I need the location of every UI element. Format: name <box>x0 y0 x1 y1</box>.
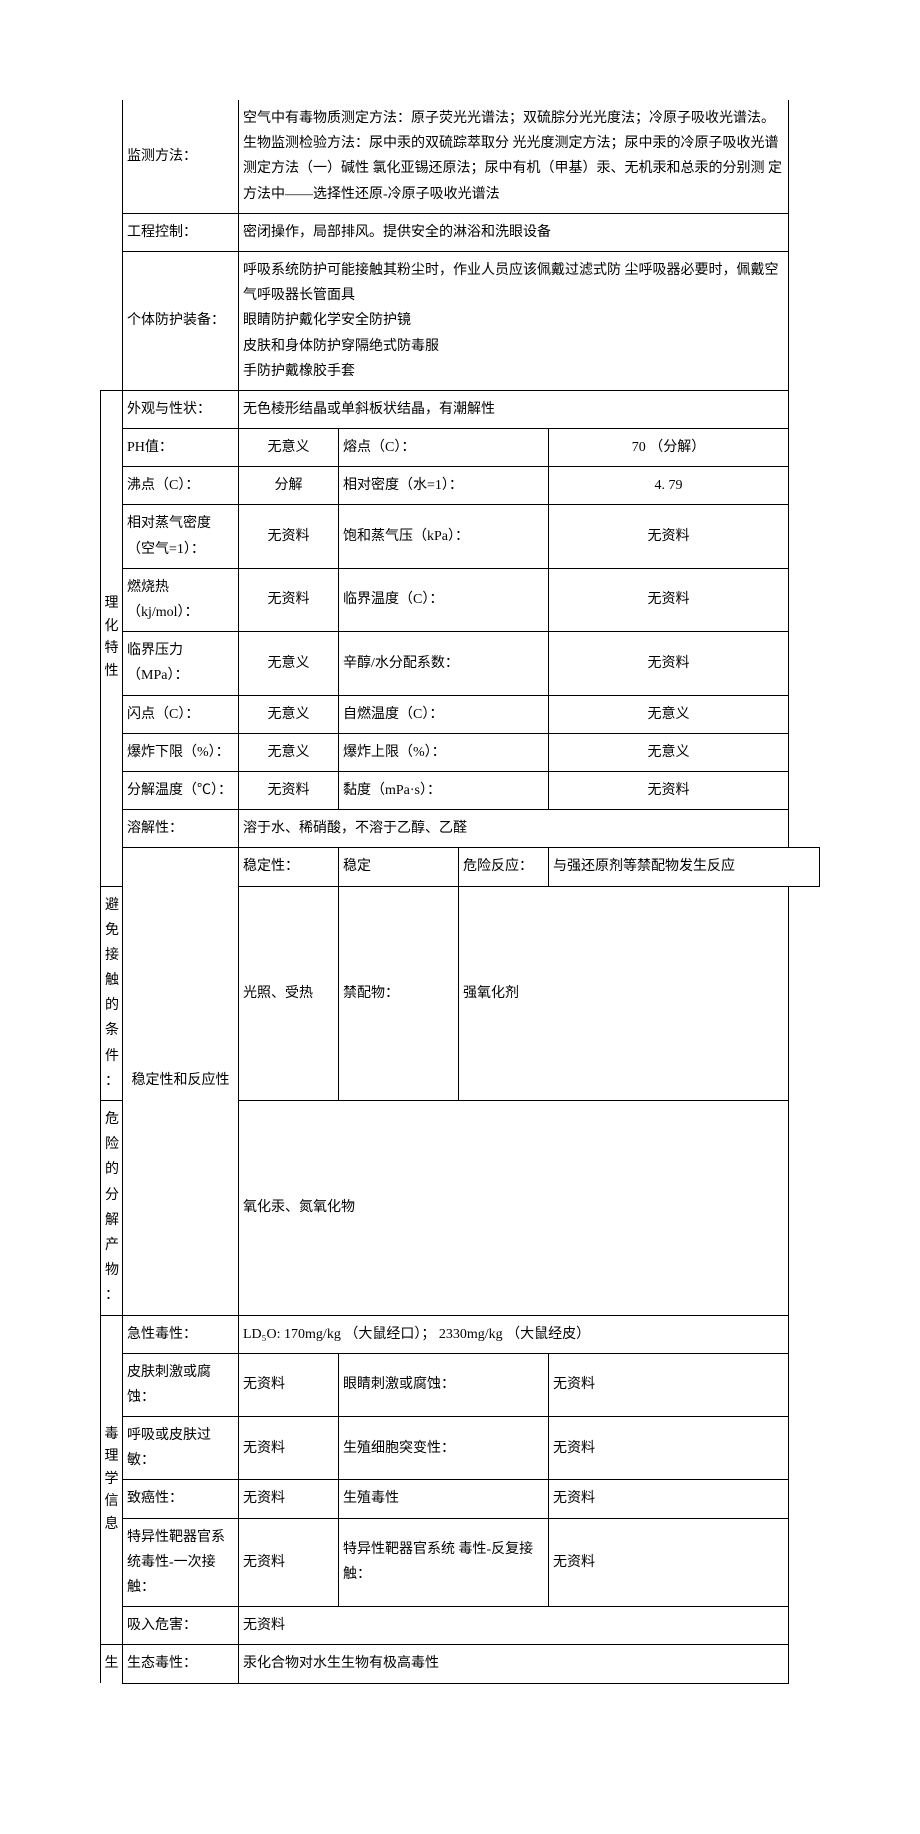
avoid-value: 光照、受热 <box>239 886 339 1101</box>
resp-label: 呼吸或皮肤过敏： <box>123 1417 239 1480</box>
ppe-label: 个体防护装备： <box>123 251 239 390</box>
ph-label: PH值： <box>123 429 239 467</box>
incompat-label: 禁配物： <box>339 886 459 1101</box>
aspir-label: 吸入危害： <box>123 1607 239 1645</box>
stot-single-value: 无资料 <box>239 1518 339 1607</box>
combustion-label: 燃烧热（kj/mol）： <box>123 568 239 631</box>
ecology-section-label: 生 <box>101 1645 123 1683</box>
viscosity-label: 黏度（mPa·s）： <box>339 771 549 809</box>
melting-label: 熔点（C）： <box>339 429 549 467</box>
solubility-value: 溶于水、稀硝酸，不溶于乙醇、乙醛 <box>239 810 789 848</box>
satpressure-label: 饱和蒸气压（kPa）： <box>339 505 549 568</box>
vapordensity-value: 无资料 <box>239 505 339 568</box>
ecotox-label: 生态毒性： <box>123 1645 239 1683</box>
repro-value: 无资料 <box>549 1480 789 1518</box>
toxicology-section-label: 毒理学信息 <box>101 1315 123 1645</box>
decompprod-value: 氧化汞、氮氧化物 <box>239 1101 789 1316</box>
critpress-label: 临界压力（MPa）： <box>123 632 239 695</box>
satpressure-value: 无资料 <box>549 505 789 568</box>
appearance-value: 无色棱形结晶或单斜板状结晶，有潮解性 <box>239 390 789 428</box>
skin-value: 无资料 <box>239 1353 339 1416</box>
stable-value: 稳定 <box>339 848 459 886</box>
carc-value: 无资料 <box>239 1480 339 1518</box>
avoid-label: 避免接触的条件： <box>101 886 123 1101</box>
autoignite-label: 自燃温度（C）： <box>339 695 549 733</box>
monitoring-value: 空气中有毒物质测定方法：原子荧光光谱法；双硫腙分光光度法；冷原子吸收光谱法。生物… <box>239 100 789 213</box>
germ-value: 无资料 <box>549 1417 789 1480</box>
skin-label: 皮肤刺激或腐蚀： <box>123 1353 239 1416</box>
eye-value: 无资料 <box>549 1353 789 1416</box>
decompprod-label: 危险的分解产物： <box>101 1101 123 1316</box>
exphigh-value: 无意义 <box>549 733 789 771</box>
stot-single-label: 特异性靶器官系统毒性-一次接触： <box>123 1518 239 1607</box>
monitoring-label: 监测方法： <box>123 100 239 213</box>
physchem-section-label: 理化特性 <box>101 390 123 886</box>
resp-value: 无资料 <box>239 1417 339 1480</box>
autoignite-value: 无意义 <box>549 695 789 733</box>
decomp-value: 无资料 <box>239 771 339 809</box>
octanol-value: 无资料 <box>549 632 789 695</box>
sds-table: 监测方法： 空气中有毒物质测定方法：原子荧光光谱法；双硫腙分光光度法；冷原子吸收… <box>100 100 820 1684</box>
crittemp-value: 无资料 <box>549 568 789 631</box>
octanol-label: 辛醇/水分配系数： <box>339 632 549 695</box>
eye-label: 眼睛刺激或腐蚀： <box>339 1353 549 1416</box>
hazreaction-label: 危险反应： <box>459 848 549 886</box>
acute-value: LD₅O: 170mg/kg （大鼠经口）； 2330mg/kg （大鼠经皮） <box>239 1315 789 1353</box>
exphigh-label: 爆炸上限（%）： <box>339 733 549 771</box>
solubility-label: 溶解性： <box>123 810 239 848</box>
stot-repeat-label: 特异性靶器官系统 毒性-反复接触： <box>339 1518 549 1607</box>
ph-value: 无意义 <box>239 429 339 467</box>
appearance-label: 外观与性状： <box>123 390 239 428</box>
ppe-value: 呼吸系统防护可能接触其粉尘时，作业人员应该佩戴过滤式防 尘呼吸器必要时，佩戴空气… <box>239 251 789 390</box>
repro-label: 生殖毒性 <box>339 1480 549 1518</box>
boiling-value: 分解 <box>239 467 339 505</box>
critpress-value: 无意义 <box>239 632 339 695</box>
aspir-value: 无资料 <box>239 1607 789 1645</box>
explow-label: 爆炸下限（%）： <box>123 733 239 771</box>
hazreaction-value: 与强还原剂等禁配物发生反应 <box>549 848 820 886</box>
reldensity-label: 相对密度（水=1）： <box>339 467 549 505</box>
viscosity-value: 无资料 <box>549 771 789 809</box>
incompat-value: 强氧化剂 <box>459 886 789 1101</box>
ecotox-value: 汞化合物对水生生物有极高毒性 <box>239 1645 789 1683</box>
germ-label: 生殖细胞突变性： <box>339 1417 549 1480</box>
crittemp-label: 临界温度（C）： <box>339 568 549 631</box>
flash-value: 无意义 <box>239 695 339 733</box>
melting-value: 70 （分解） <box>549 429 789 467</box>
acute-label: 急性毒性： <box>123 1315 239 1353</box>
explow-value: 无意义 <box>239 733 339 771</box>
stability-section-label: 稳定性和反应性 <box>123 848 239 1315</box>
flash-label: 闪点（C）： <box>123 695 239 733</box>
stot-repeat-value: 无资料 <box>549 1518 789 1607</box>
section1-label <box>101 100 123 390</box>
stable-label: 稳定性： <box>239 848 339 886</box>
vapordensity-label: 相对蒸气密度（空气=1）： <box>123 505 239 568</box>
combustion-value: 无资料 <box>239 568 339 631</box>
engineering-label: 工程控制： <box>123 213 239 251</box>
boiling-label: 沸点（C）： <box>123 467 239 505</box>
reldensity-value: 4. 79 <box>549 467 789 505</box>
engineering-value: 密闭操作，局部排风。提供安全的淋浴和洗眼设备 <box>239 213 789 251</box>
decomp-label: 分解温度（℃）： <box>123 771 239 809</box>
carc-label: 致癌性： <box>123 1480 239 1518</box>
